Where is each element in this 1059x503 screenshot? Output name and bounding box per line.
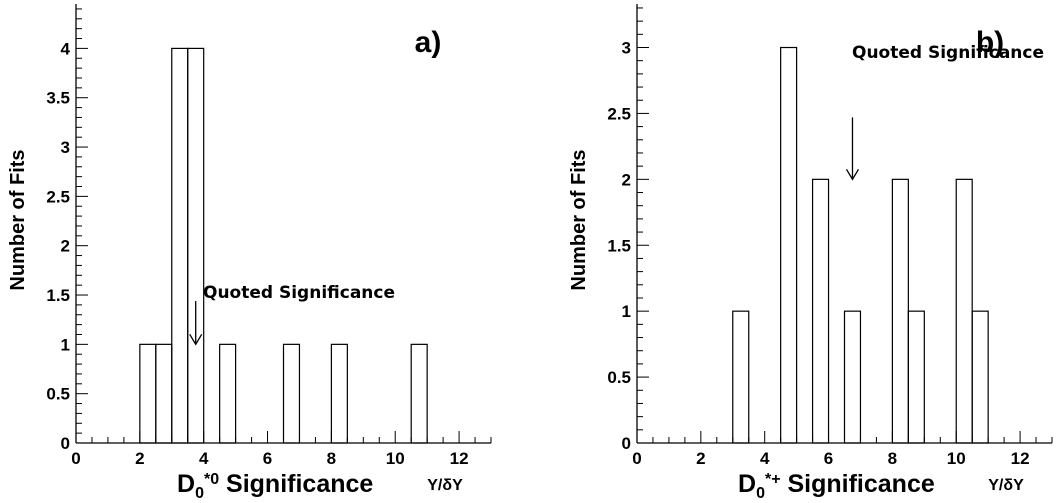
histogram-bar	[155, 343, 173, 444]
y-tick-label: 1	[61, 335, 70, 354]
y-tick-label: 0.5	[607, 368, 631, 387]
y-tick-label: 4	[61, 39, 71, 58]
x-tick-label: 6	[263, 449, 272, 468]
y-tick-label: 2.5	[46, 187, 70, 206]
x-tick-label: 2	[696, 449, 705, 468]
y-tick-label: 1.5	[607, 236, 631, 255]
y-tick-label: 0	[61, 434, 70, 453]
panel-label: a)	[415, 26, 442, 59]
x-tick-label: 10	[386, 449, 405, 468]
x-axis-title: D0*+ Significance	[738, 470, 935, 502]
x-tick-label: 12	[1011, 449, 1030, 468]
y-tick-label: 3.5	[46, 89, 70, 108]
y-tick-label: 2.5	[607, 104, 631, 123]
panel-label: b)	[976, 26, 1004, 59]
histogram-bar	[330, 343, 348, 444]
histogram-bar	[891, 178, 909, 444]
histogram-bar	[187, 47, 205, 444]
histogram-bar	[780, 46, 798, 444]
panel-b: 0 2 4 6 8 10 12 0 0.5 1 1.5 2 2.5 3 b) Number of Fits D0…	[568, 4, 1053, 502]
x-axis-unit: Y/δY	[427, 477, 463, 494]
histogram-bar	[139, 343, 157, 444]
histogram-bar	[219, 343, 237, 444]
y-tick-label: 2	[622, 170, 631, 189]
x-tick-label: 4	[199, 449, 209, 468]
x-axis-title: D0*0 Significance	[177, 470, 373, 502]
y-tick-label: 1.5	[46, 286, 70, 305]
x-tick-label: 8	[327, 449, 336, 468]
y-tick-label: 3	[61, 138, 70, 157]
histogram-bar	[410, 343, 428, 444]
x-tick-label: 6	[824, 449, 833, 468]
histogram-bar	[282, 343, 301, 444]
annotation-arrow-head	[189, 334, 203, 346]
histogram-bar	[971, 310, 989, 444]
annotation-arrow-head	[845, 169, 860, 181]
histogram-bar	[955, 178, 973, 444]
annotation-label: Quoted Significance	[203, 283, 395, 303]
y-axis-label: Number of Fits	[568, 149, 590, 290]
y-tick-label: 3	[622, 39, 631, 58]
x-tick-label: 12	[450, 449, 469, 468]
histogram-bar	[732, 310, 750, 444]
y-tick-label: 2	[61, 237, 70, 256]
y-tick-label: 0.5	[46, 385, 70, 404]
x-tick-label: 0	[71, 449, 80, 468]
x-tick-label: 8	[888, 449, 897, 468]
histogram-bar	[811, 178, 830, 444]
x-axis-unit: Y/δY	[988, 477, 1024, 494]
annotation-label: Quoted Significance	[852, 43, 1044, 63]
histogram-bar	[843, 310, 862, 444]
x-tick-label: 10	[947, 449, 966, 468]
y-tick-label: 1	[622, 302, 631, 321]
x-tick-label: 0	[632, 449, 641, 468]
histogram-bar	[907, 310, 925, 444]
panel-a: 0 2 4 6 8 10 12 0 0.5 1 1.5 2 2.5 3 3.5 4 a) Number of Fi…	[7, 4, 492, 502]
y-tick-label: 0	[622, 434, 631, 453]
x-tick-label: 4	[760, 449, 770, 468]
y-axis-label: Number of Fits	[7, 149, 29, 290]
histogram-bar	[171, 47, 189, 444]
x-tick-label: 2	[135, 449, 144, 468]
